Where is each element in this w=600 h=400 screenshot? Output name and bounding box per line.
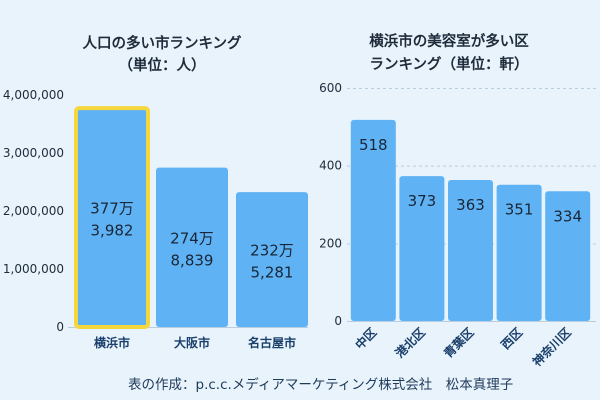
y-tick-label: 1,000,000	[3, 262, 64, 276]
x-tick-label: 大阪市	[174, 335, 210, 350]
chart-title-line: ランキング（単位：軒）	[369, 55, 528, 73]
bar-highlighted	[74, 106, 150, 330]
y-tick-label: 400	[319, 159, 342, 173]
bar	[156, 167, 228, 327]
chart-title-line: （単位：人）	[119, 56, 206, 74]
y-tick-label: 4,000,000	[3, 88, 64, 102]
bar-value-label: 334	[553, 207, 582, 225]
bar-value-label: 377万	[90, 200, 134, 218]
bar	[350, 119, 396, 322]
chart-title-line: 人口の多い市ランキング	[82, 34, 242, 52]
bar-value-label: 274万	[170, 229, 214, 247]
bar	[448, 180, 493, 321]
bar	[496, 184, 542, 321]
bar	[399, 176, 445, 321]
bar-value-label: 518	[359, 136, 388, 154]
x-tick-label: 青葉区	[441, 325, 477, 361]
y-tick-label: 3,000,000	[3, 146, 64, 160]
chart-title-line: 横浜市の美容室が多い区	[369, 32, 529, 50]
bar-value-label: 363	[456, 196, 485, 214]
y-tick-label: 200	[319, 236, 342, 250]
bar-value-label: 232万	[250, 242, 294, 260]
x-tick-label: 名古屋市	[248, 335, 296, 350]
y-tick-label: 600	[319, 81, 342, 95]
chart-credit: 表の作成：p.c.c.メディアマーケティング株式会社 松本真理子	[128, 377, 514, 393]
y-tick-label: 0	[334, 314, 342, 328]
population-chart: 人口の多い市ランキング （単位：人） 0 1,000,000 2,000,000 3,00…	[3, 34, 308, 350]
x-tick-label: 港北区	[392, 325, 428, 361]
y-tick-label: 0	[56, 320, 64, 334]
bar-value-label: 351	[505, 201, 534, 219]
bar	[236, 192, 308, 327]
x-tick-label: 横浜市	[94, 335, 130, 350]
x-tick-label: 西区	[498, 325, 525, 352]
y-tick-label: 2,000,000	[3, 204, 64, 218]
x-tick-label: 神奈川区	[529, 325, 574, 370]
bar-value-label: 5,281	[251, 264, 294, 282]
bar-value-label: 3,982	[91, 222, 134, 240]
bar-value-label: 373	[408, 192, 437, 210]
bar	[545, 191, 591, 321]
x-tick-label: 中区	[352, 325, 380, 353]
bar-value-label: 8,839	[171, 251, 214, 269]
